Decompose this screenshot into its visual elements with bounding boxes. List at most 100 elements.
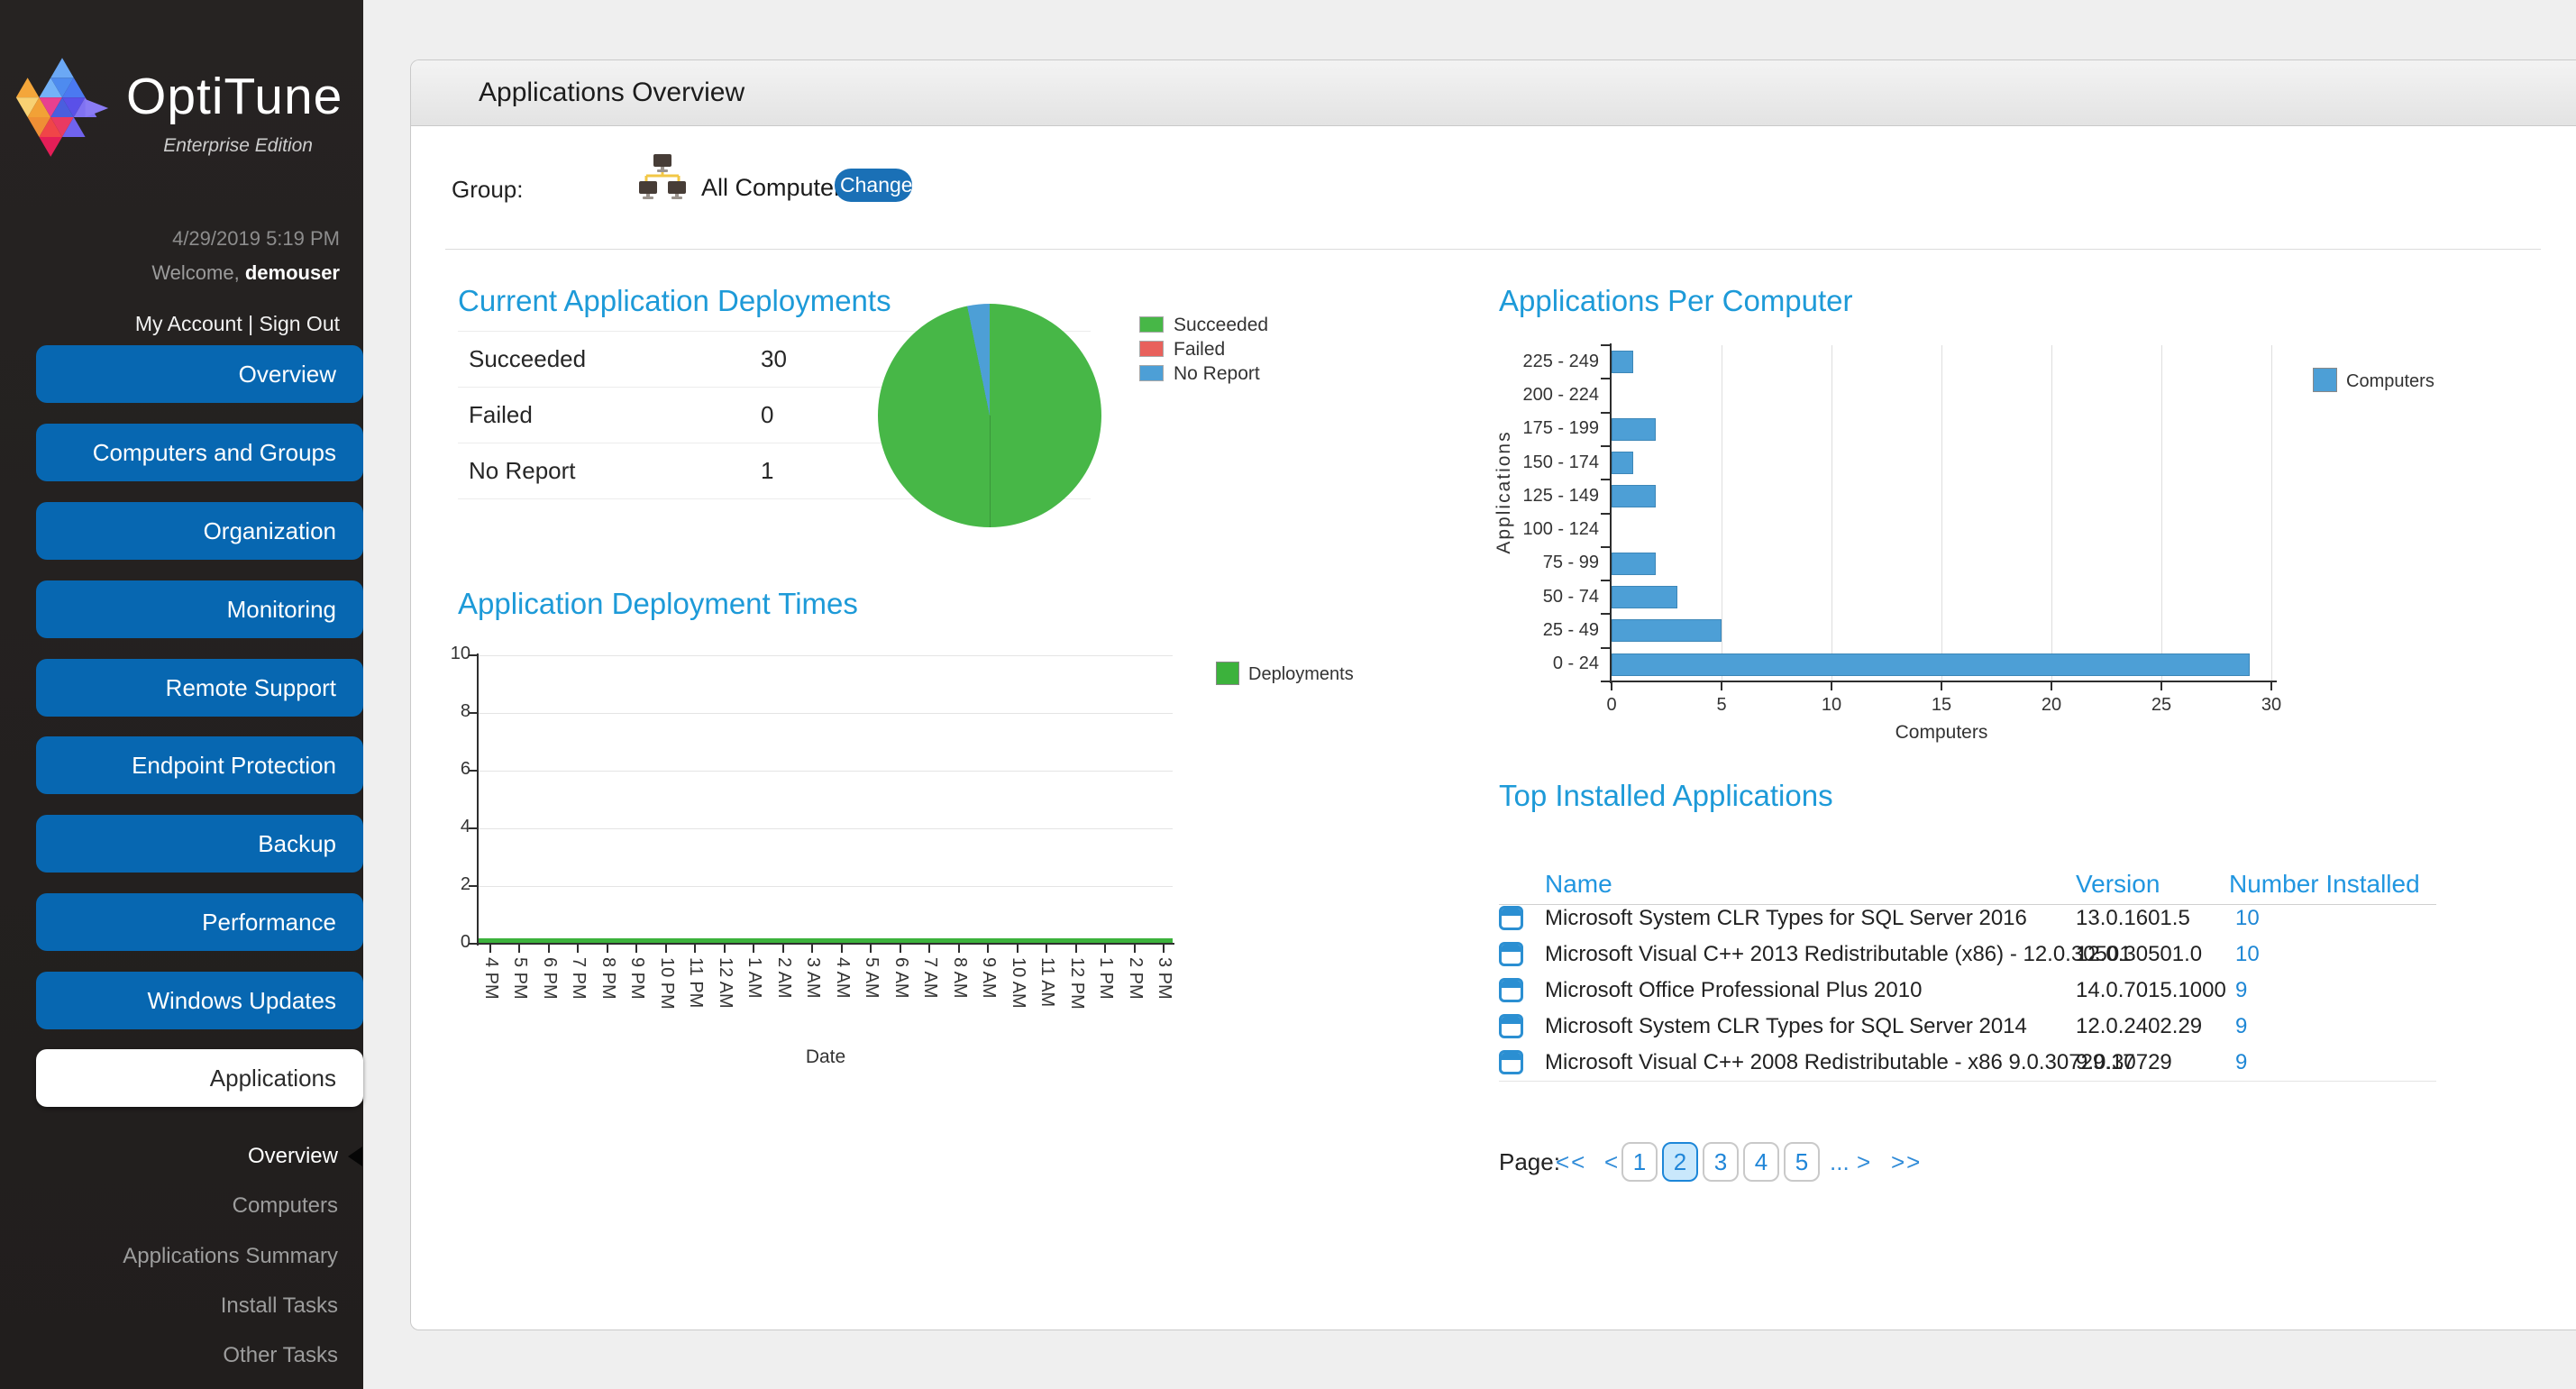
link-separator: | [248,312,254,335]
x-axis-tick [723,945,726,953]
computer-group-icon [639,154,686,199]
page-button-2[interactable]: 2 [1662,1142,1698,1182]
app-window-icon [1499,906,1523,930]
page-button-5[interactable]: 5 [1784,1142,1820,1182]
app-version: 12.0.2402.29 [2076,1014,2203,1038]
app-window-icon-bar [1502,1053,1521,1060]
page-button-3[interactable]: 3 [1703,1142,1739,1182]
x-tick-label: 0 [1606,695,1617,715]
column-header-name[interactable]: Name [1545,870,1612,898]
subnav-item-computers[interactable]: Computers [232,1193,338,1218]
subnav-item-overview[interactable]: Overview [247,1144,338,1168]
x-tick-label: 2 PM [1125,957,1146,1000]
sidebar-item-organization[interactable]: Organization [36,502,363,560]
x-tick-label: 10 [1821,695,1842,715]
sidebar-item-computers-and-groups[interactable]: Computers and Groups [36,424,363,481]
y-tick-label: 6 [460,759,470,779]
pagination-first-button[interactable]: << [1556,1148,1587,1175]
app-count-link[interactable]: 9 [2235,1014,2248,1038]
x-axis-line [1605,681,2277,682]
sidebar-item-backup[interactable]: Backup [36,815,363,873]
subnav-item-install-tasks[interactable]: Install Tasks [220,1293,338,1318]
x-axis-tick [1046,945,1048,953]
y-tick-label: 8 [460,701,470,721]
sign-out-link[interactable]: Sign Out [259,312,341,335]
x-axis-tick [489,945,491,953]
app-count-link[interactable]: 9 [2235,1050,2248,1074]
page-title: Applications Overview [479,78,745,107]
sidebar-item-applications[interactable]: Applications [36,1049,363,1107]
y-axis-tick [1601,344,1610,346]
sidebar-item-endpoint-protection[interactable]: Endpoint Protection [36,736,363,794]
x-tick-label: 12 AM [715,957,735,1009]
gridline [1941,345,1942,681]
y-axis-tick [1601,411,1610,414]
deployment-row-no-report: No Report 1 [458,443,1091,499]
deployment-status-label: Succeeded [469,345,587,372]
app-count-link[interactable]: 10 [2235,906,2260,930]
deployments-series-line [479,938,1173,944]
my-account-link[interactable]: My Account [134,312,242,335]
app-version: 14.0.7015.1000 [2076,978,2226,1002]
x-axis-tick [928,945,931,953]
pagination-label: Page: [1499,1148,1560,1175]
x-tick-label: 9 PM [627,957,648,1000]
legend-swatch-no-report [1139,365,1164,381]
sidebar-item-monitoring[interactable]: Monitoring [36,580,363,638]
sidebar-item-remote-support[interactable]: Remote Support [36,659,363,717]
y-tick-label: 4 [460,817,470,836]
welcome-prefix: Welcome, [151,261,240,284]
x-tick-label: 4 AM [832,957,853,999]
sidebar-item-performance[interactable]: Performance [36,893,363,951]
pagination-prev-button[interactable]: < [1604,1148,1621,1175]
app-name: Microsoft System CLR Types for SQL Serve… [1545,1014,2027,1038]
bar-0-24 [1612,653,2250,676]
x-tick-label: 5 AM [862,957,882,999]
x-tick-label: 5 PM [510,957,531,1000]
sidebar-item-windows-updates[interactable]: Windows Updates [36,972,363,1029]
x-axis-tick [840,945,843,953]
x-axis-tick [1721,682,1722,690]
deployment-status-label: No Report [469,457,576,484]
category-label: 200 - 224 [1522,384,1599,405]
legend-label: Computers [2346,371,2434,391]
column-header-number-installed[interactable]: Number Installed [2229,870,2420,898]
page-button-1[interactable]: 1 [1621,1142,1658,1182]
y-tick-label: 2 [460,874,470,894]
x-axis-tick [1163,945,1165,953]
deployment-count-value: 30 [761,345,787,372]
app-count-link[interactable]: 9 [2235,978,2248,1002]
app-window-icon [1499,978,1523,1002]
pagination-next-button[interactable]: > [1857,1148,1873,1175]
table-bottom-divider [1499,1081,2436,1082]
y-axis-tick [469,654,478,656]
x-axis-tick [1104,945,1107,953]
pagination-last-button[interactable]: >> [1891,1148,1923,1175]
gridline [479,713,1173,714]
deployment-row-succeeded: Succeeded 30 [458,331,1091,387]
page-button-4[interactable]: 4 [1743,1142,1779,1182]
category-label: 50 - 74 [1542,586,1599,607]
x-axis-tick [1941,682,1942,690]
y-axis-tick [1601,646,1610,649]
column-header-version[interactable]: Version [2076,870,2160,898]
x-tick-label: 3 PM [1155,957,1174,1000]
subnav-item-other-tasks[interactable]: Other Tasks [223,1343,338,1367]
legend-label: Succeeded [1174,315,1269,335]
app-count-link[interactable]: 10 [2235,942,2260,966]
app-window-icon-bar [1502,1017,1521,1024]
change-group-button[interactable]: Change [835,169,913,202]
subnav-item-applications-summary[interactable]: Applications Summary [123,1244,338,1268]
x-axis-tick [606,945,608,953]
category-label: 125 - 149 [1522,485,1599,506]
app-window-icon [1499,942,1523,966]
brand-name: OptiTune [126,68,343,125]
gridline [479,828,1173,829]
sidebar-item-overview[interactable]: Overview [36,345,363,403]
x-tick-label: 3 AM [803,957,824,999]
sidebar: OptiTune Enterprise Edition 4/29/2019 5:… [0,0,363,1389]
brand-edition: Enterprise Edition [163,135,313,156]
app-version: 12.0.30501.0 [2076,942,2203,966]
app-window-icon-bar [1502,981,1521,988]
section-title-times: Application Deployment Times [458,587,858,620]
